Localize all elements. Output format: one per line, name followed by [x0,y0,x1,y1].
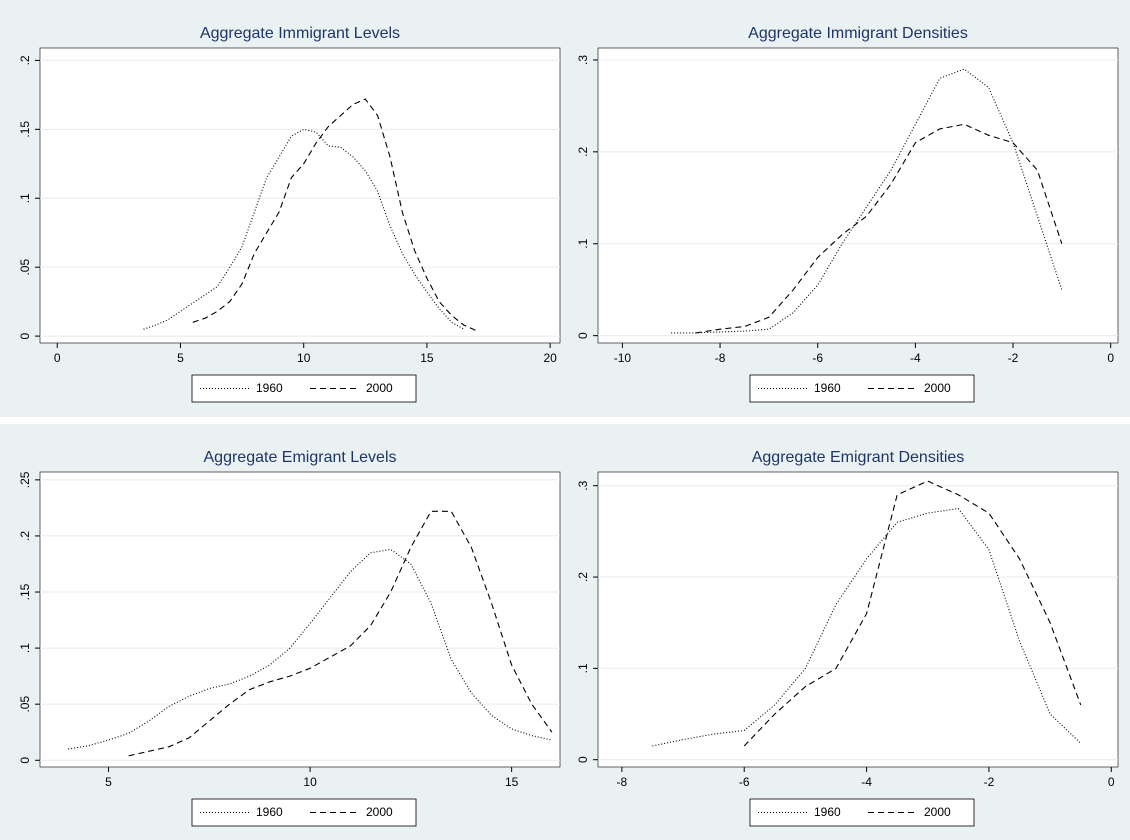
y-tick-label: .1 [18,643,32,653]
legend-label: 2000 [366,381,393,395]
series-line [128,510,553,757]
y-tick-label: .2 [576,147,590,157]
legend-label: 1960 [256,805,283,819]
y-tick-label: .25 [18,471,32,488]
x-tick-label: 0 [1108,775,1115,789]
chart-title: Aggregate Emigrant Densities [752,449,965,466]
x-tick-label: -6 [739,775,750,789]
y-tick-label: 0 [18,332,32,339]
x-tick-label: -10 [614,351,632,365]
legend-label: 2000 [366,805,393,819]
chart-title: Aggregate Immigrant Levels [200,25,400,42]
y-tick-label: .15 [18,583,32,600]
series-line [652,507,1082,747]
plot-area [39,471,561,768]
y-tick-label: 0 [576,756,590,763]
plot-area [597,47,1119,344]
x-tick-label: 0 [54,351,61,365]
y-tick-label: .05 [18,696,32,713]
series-line [695,123,1063,334]
y-tick-label: .2 [18,55,32,65]
x-tick-label: 20 [543,351,557,365]
x-tick-label: -6 [812,351,823,365]
x-tick-label: 5 [177,351,184,365]
x-tick-label: 10 [297,351,311,365]
x-tick-label: 5 [105,775,112,789]
x-tick-label: 15 [505,775,519,789]
plot-area [597,471,1119,768]
y-tick-label: .3 [576,55,590,65]
x-tick-label: -2 [984,775,995,789]
chart-title: Aggregate Emigrant Levels [204,449,397,466]
y-tick-label: .1 [18,193,32,203]
y-tick-label: .2 [18,531,32,541]
legend-box [191,374,417,403]
x-tick-label: 10 [303,775,317,789]
x-tick-label: -2 [1008,351,1019,365]
y-tick-label: .2 [576,572,590,582]
legend-label: 1960 [256,381,283,395]
x-tick-label: -8 [715,351,726,365]
y-tick-label: 0 [18,757,32,764]
y-tick-label: .1 [576,663,590,673]
y-tick-label: .3 [576,480,590,490]
series-line [192,98,477,332]
y-tick-label: .1 [576,238,590,248]
legend-label: 2000 [924,381,951,395]
x-tick-label: -4 [910,351,921,365]
chart-title: Aggregate Immigrant Densities [748,25,968,42]
legend-label: 1960 [814,381,841,395]
x-tick-label: -4 [861,775,872,789]
legend-label: 1960 [814,805,841,819]
series-line [743,480,1082,747]
legend-label: 2000 [924,805,951,819]
legend-box [749,798,975,827]
plot-area [39,47,561,344]
x-tick-label: 15 [420,351,434,365]
x-tick-label: -8 [617,775,628,789]
y-tick-label: .15 [18,121,32,138]
x-tick-label: 0 [1107,351,1114,365]
legend-box [749,374,975,403]
y-tick-label: 0 [576,332,590,339]
y-tick-label: .05 [18,259,32,276]
legend-box [191,798,417,827]
